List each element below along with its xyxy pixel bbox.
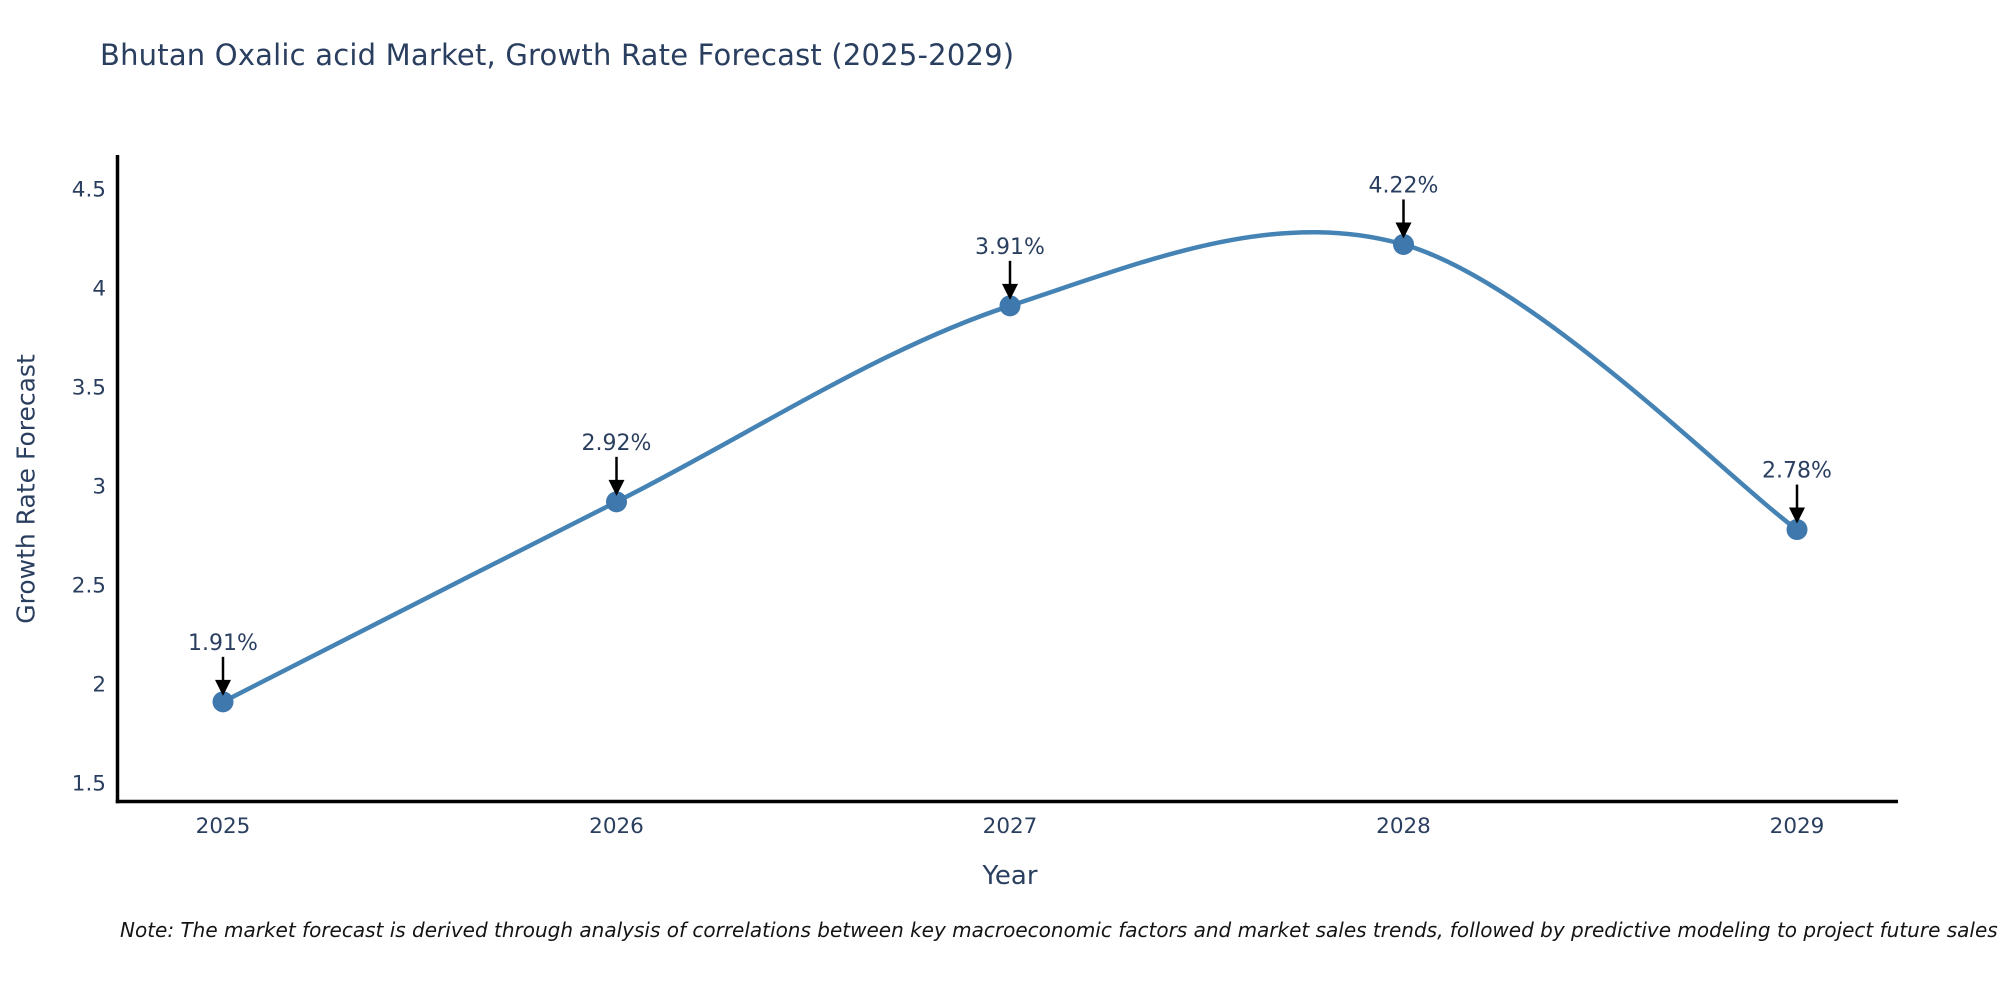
point-annotation-label: 2.92% bbox=[582, 431, 652, 456]
point-annotation-label: 4.22% bbox=[1369, 173, 1439, 198]
x-tick-label: 2027 bbox=[983, 814, 1038, 839]
annotation-arrowhead-icon bbox=[1002, 283, 1018, 300]
annotation-arrowhead-icon bbox=[1789, 507, 1805, 524]
data-point bbox=[1393, 233, 1414, 255]
chart-title: Bhutan Oxalic acid Market, Growth Rate F… bbox=[100, 38, 1015, 72]
annotation-arrowhead-icon bbox=[215, 679, 231, 696]
y-tick-label: 2 bbox=[92, 673, 106, 698]
point-annotation-label: 1.91% bbox=[188, 631, 258, 656]
annotation-arrowhead-icon bbox=[608, 479, 625, 496]
x-tick-label: 2025 bbox=[196, 814, 251, 839]
point-annotation-label: 2.78% bbox=[1762, 459, 1832, 484]
y-tick-label: 1.5 bbox=[72, 772, 106, 797]
annotation-arrowhead-icon bbox=[1395, 222, 1412, 239]
data-point bbox=[606, 491, 627, 513]
point-annotation-label: 3.91% bbox=[975, 235, 1045, 260]
x-tick-label: 2028 bbox=[1376, 814, 1431, 839]
y-tick-label: 4 bbox=[92, 277, 106, 302]
x-tick-label: 2026 bbox=[589, 814, 644, 839]
data-point bbox=[1786, 519, 1808, 541]
x-axis-title: Year bbox=[982, 861, 1038, 891]
y-tick-label: 2.5 bbox=[72, 574, 106, 599]
data-point bbox=[999, 295, 1021, 317]
y-tick-label: 4.5 bbox=[72, 178, 106, 203]
footnote: Note: The market forecast is derived thr… bbox=[120, 918, 1998, 942]
x-tick-label: 2029 bbox=[1770, 814, 1825, 839]
data-point bbox=[212, 691, 234, 713]
y-tick-label: 3.5 bbox=[72, 376, 106, 401]
y-tick-label: 3 bbox=[92, 475, 106, 500]
